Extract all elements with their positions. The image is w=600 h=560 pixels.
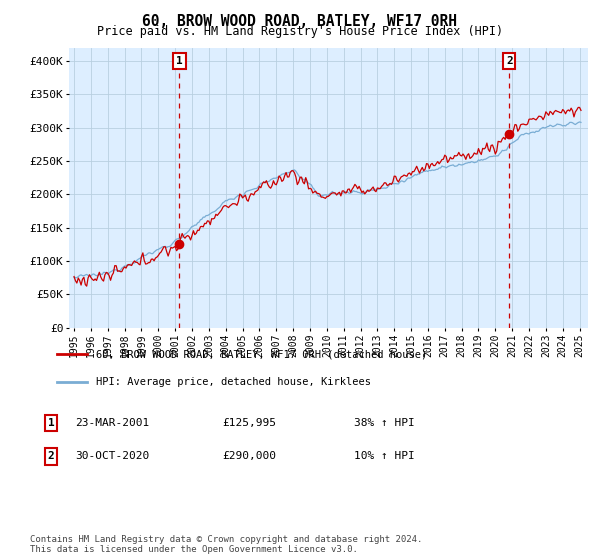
Text: 2: 2 [47, 451, 55, 461]
Text: 30-OCT-2020: 30-OCT-2020 [75, 451, 149, 461]
Text: £125,995: £125,995 [222, 418, 276, 428]
Text: 1: 1 [176, 56, 183, 66]
Text: Contains HM Land Registry data © Crown copyright and database right 2024.
This d: Contains HM Land Registry data © Crown c… [30, 535, 422, 554]
Text: 10% ↑ HPI: 10% ↑ HPI [354, 451, 415, 461]
Text: HPI: Average price, detached house, Kirklees: HPI: Average price, detached house, Kirk… [95, 377, 371, 388]
Text: 60, BROW WOOD ROAD, BATLEY, WF17 0RH: 60, BROW WOOD ROAD, BATLEY, WF17 0RH [143, 14, 458, 29]
Text: 23-MAR-2001: 23-MAR-2001 [75, 418, 149, 428]
Text: 60, BROW WOOD ROAD, BATLEY, WF17 0RH (detached house): 60, BROW WOOD ROAD, BATLEY, WF17 0RH (de… [95, 349, 427, 359]
Text: 2: 2 [506, 56, 512, 66]
Text: Price paid vs. HM Land Registry's House Price Index (HPI): Price paid vs. HM Land Registry's House … [97, 25, 503, 38]
Text: 1: 1 [47, 418, 55, 428]
Text: £290,000: £290,000 [222, 451, 276, 461]
Text: 38% ↑ HPI: 38% ↑ HPI [354, 418, 415, 428]
